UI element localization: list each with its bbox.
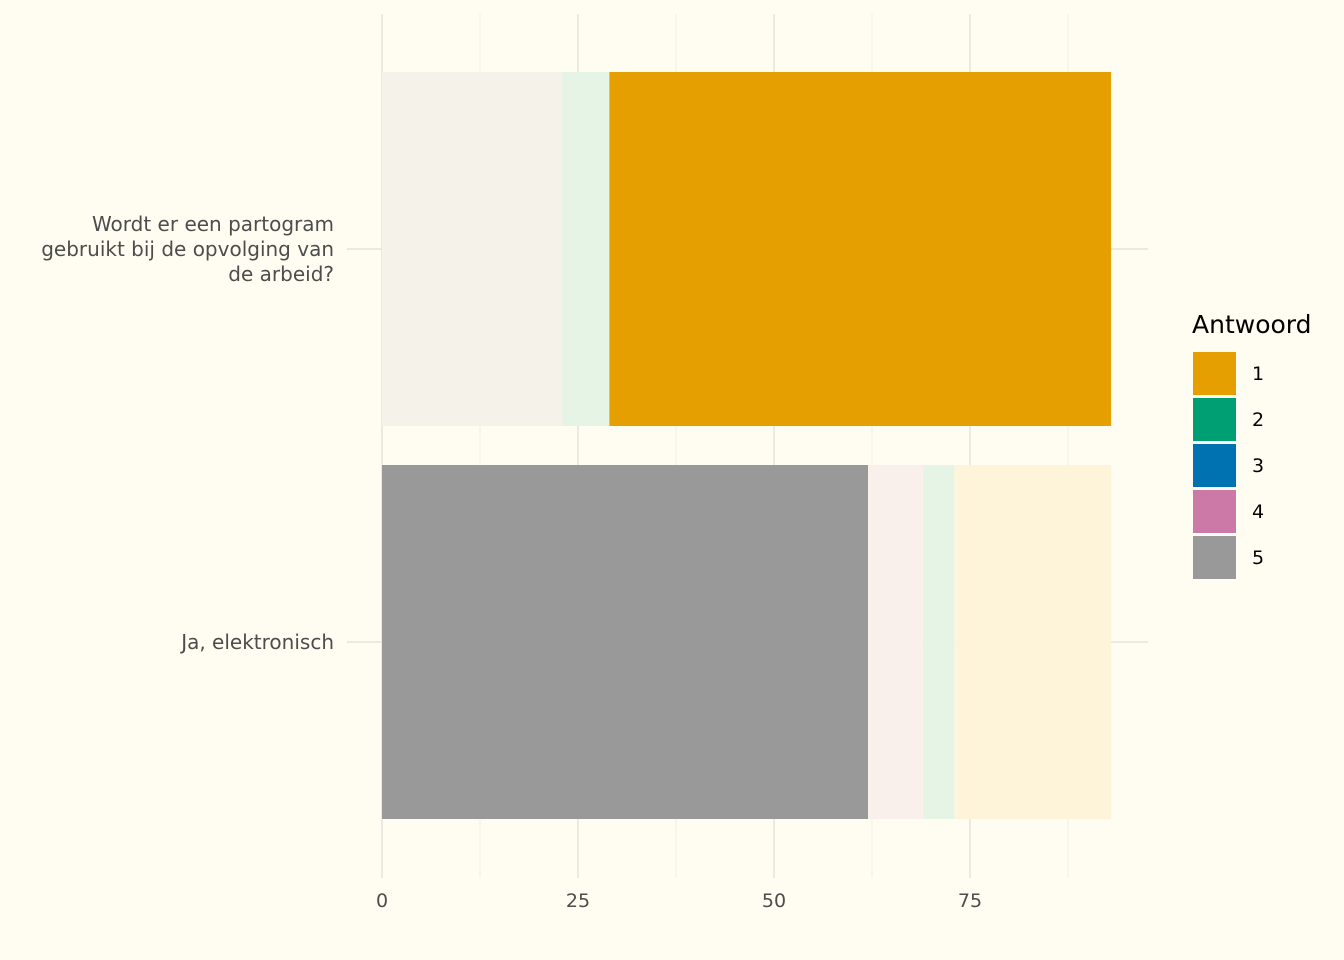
legend-title: Antwoord [1192,310,1312,339]
category-label-1-line-1: Wordt er een partogram [92,212,334,236]
category-label-2-line-1: Ja, elektronisch [179,630,334,654]
x-axis-ticks: 0 25 50 75 [376,890,982,912]
x-tick-label-0: 0 [376,890,388,912]
legend-label-4: 4 [1252,501,1264,523]
legend-label-2: 2 [1252,409,1264,431]
bar-segment-2-series-4 [868,465,923,819]
bar-segment-2-series-1 [954,465,1112,819]
legend-label-1: 1 [1252,363,1264,385]
bar-segment-2-series-5 [382,465,869,819]
legend-key-4 [1193,490,1236,533]
x-tick-label-75: 75 [958,890,982,912]
bars [382,72,1112,819]
bar-segment-1-series-2 [562,72,610,426]
legend-key-5 [1193,536,1236,579]
legend-label-5: 5 [1252,547,1264,569]
bar-segment-2-series-2 [922,465,955,819]
x-tick-label-50: 50 [762,890,786,912]
legend-key-1 [1193,352,1236,395]
legend-label-3: 3 [1252,455,1264,477]
category-label-1-line-3: de arbeid? [228,262,334,286]
bar-segment-1-series-5 [382,72,563,426]
bar-segment-1-series-1 [609,72,1112,426]
legend-key-2 [1193,398,1236,441]
legend-key-3 [1193,444,1236,487]
x-tick-label-25: 25 [566,890,590,912]
category-label-1-line-2: gebruikt bij de opvolging van [41,237,334,261]
legend: Antwoord 1 2 3 4 5 [1192,310,1312,579]
